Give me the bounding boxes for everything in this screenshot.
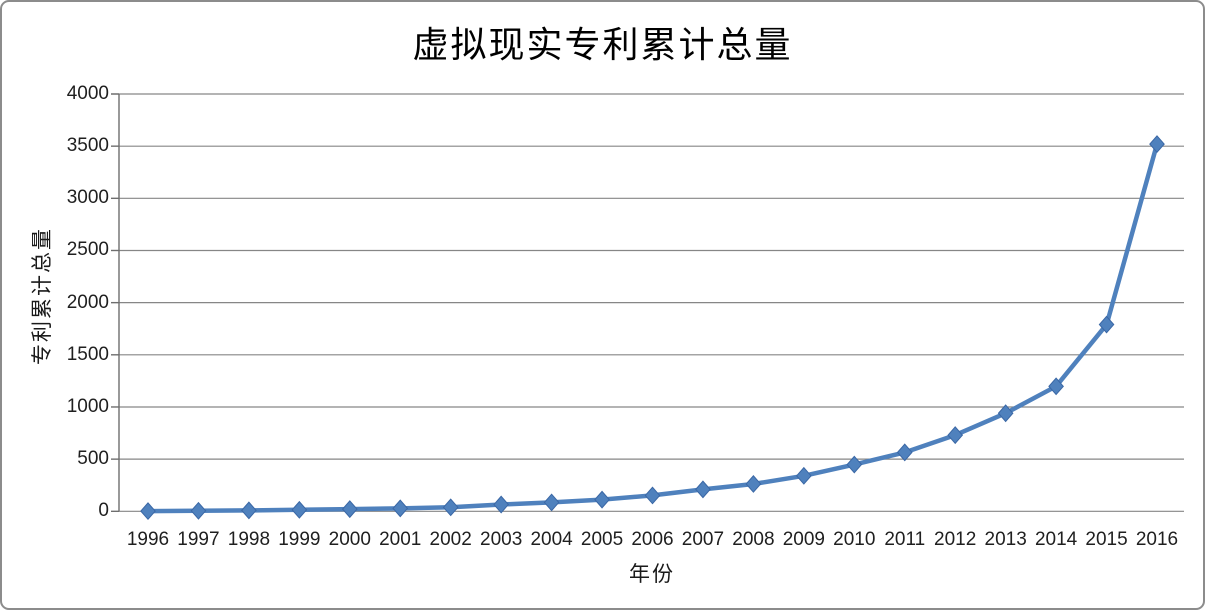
data-point-marker [997,404,1014,423]
y-tick-label: 2000 [66,291,109,313]
x-tick-label: 2002 [429,529,472,550]
x-tick-label: 2009 [782,529,825,550]
data-point-marker [947,426,964,445]
y-tick-label: 1000 [66,395,109,417]
x-tick-label: 2000 [328,529,371,550]
data-point-marker [594,490,610,509]
data-point-marker [1048,377,1064,396]
x-tick-label: 2016 [1135,529,1179,550]
x-tick-label: 2006 [631,529,674,550]
y-tick-label: 500 [77,448,109,470]
data-point-marker [442,498,459,517]
x-tick-label: 2003 [480,529,523,550]
y-tick-label: 0 [98,500,109,522]
x-tick-label: 2001 [379,529,422,550]
x-tick-label: 1999 [278,529,321,550]
data-point-marker [896,443,913,462]
data-point-marker [1149,135,1165,154]
x-tick-label: 2005 [580,529,624,550]
x-tick-label: 2014 [1034,529,1078,550]
data-point-marker [695,480,711,499]
y-tick-label: 2500 [66,239,109,261]
x-tick-label: 2007 [681,529,725,550]
x-axis-title: 年份 [629,562,675,586]
chart-title: 虚拟现实专利累计总量 [412,25,793,66]
data-point-marker [341,500,358,519]
x-tick-label: 1997 [177,529,220,550]
data-point-marker [1098,315,1115,334]
data-point-marker [493,495,510,514]
data-point-marker [291,500,308,519]
y-tick-label: 3500 [66,135,109,157]
y-tick-label: 3000 [66,187,109,209]
data-point-marker [644,486,661,505]
data-point-marker [241,501,257,520]
data-point-marker [745,475,762,493]
x-tick-label: 2013 [984,529,1027,550]
x-tick-label: 2010 [833,529,876,550]
x-tick-label: 1996 [126,529,170,550]
data-point-marker [392,499,409,518]
x-tick-label: 2004 [530,529,573,550]
data-point-marker [846,455,863,474]
y-tick-label: 4000 [66,83,109,104]
data-point-marker [140,502,156,521]
data-line [145,141,1160,514]
x-tick-label: 2008 [732,529,775,550]
data-point-marker [543,493,560,512]
data-point-marker [190,501,207,520]
x-tick-label: 2015 [1085,529,1128,550]
data-point-marker [795,466,812,485]
x-tick-label: 2011 [884,529,926,550]
x-tick-label: 1998 [227,529,271,550]
x-tick-label: 2012 [934,529,977,550]
y-tick-label: 1500 [66,343,109,365]
